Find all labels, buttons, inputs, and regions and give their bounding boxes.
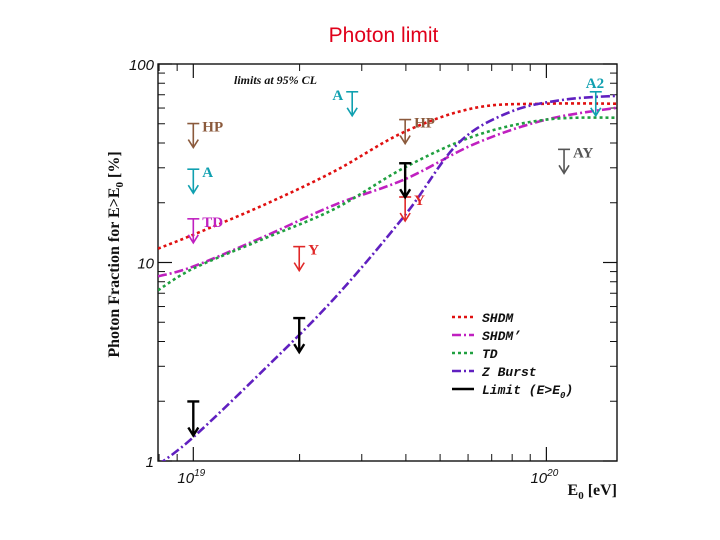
limit-arrow-head [293, 343, 306, 355]
plot-area [158, 94, 617, 461]
series-line-shdm [158, 102, 617, 250]
exp-limit-arrow-head [187, 139, 199, 150]
legend-label-shdm-prime: SHDM’ [482, 329, 521, 344]
exp-limit-arrow [187, 122, 200, 150]
exp-limit-arrow [346, 90, 359, 118]
exp-limit-arrow-head [293, 262, 305, 273]
y-axis-label: Photon Fraction for E>E0 [%] [106, 151, 126, 357]
limit-arrow-head [187, 426, 200, 438]
limit-arrow-head [399, 188, 412, 200]
legend-label-limit: Limit (E>E0) [482, 383, 573, 401]
exp-limit-arrow [187, 168, 200, 195]
limit-arrow [293, 316, 306, 355]
y-tick-label: 100 [129, 57, 155, 74]
exp-limit-arrow [293, 245, 306, 273]
exp-limit-arrow-head [590, 107, 602, 118]
series-line-z-burst [161, 94, 617, 461]
exp-limit-arrow-head [187, 184, 199, 195]
legend-label-z-burst: Z Burst [481, 365, 537, 380]
y-tick-label: 10 [137, 256, 154, 273]
exp-limit-arrow [558, 148, 571, 175]
series-line-shdm-prime [158, 106, 617, 278]
exp-limit-arrow-head [558, 164, 570, 175]
exp-limit-arrow [589, 90, 602, 118]
exp-limit-label: TD [202, 215, 223, 231]
plot-frame [157, 63, 618, 462]
series-line-td [158, 116, 617, 292]
exp-limit-arrow-head [346, 107, 358, 118]
limit-arrow [187, 400, 200, 438]
exp-limit-label: AY [573, 145, 593, 161]
exp-limit-arrow [187, 218, 200, 245]
slide-title: Photon limit [328, 24, 439, 47]
exp-limit-label: HP [202, 120, 223, 136]
exp-limit-label: Y [308, 243, 319, 259]
exp-limit-label: A2 [586, 76, 604, 92]
exp-limit-label: Y [414, 193, 425, 209]
annotation-cl: limits at 95% CL [234, 73, 317, 87]
exp-limit-arrow-head [399, 135, 411, 146]
y-tick-label: 1 [146, 454, 154, 471]
exp-limit-arrow-head [399, 212, 411, 223]
exp-limit-label: HP [414, 116, 435, 132]
legend-label-td: TD [482, 347, 498, 362]
legend-label-shdm: SHDM [482, 311, 514, 326]
exp-limit-arrow [399, 118, 412, 146]
x-axis-label: E0 [eV] [568, 482, 617, 502]
x-tick-label: 1019 [177, 468, 205, 487]
exp-limit-arrow-head [187, 234, 199, 245]
limit-arrow [399, 162, 412, 200]
exp-limit-label: A [332, 88, 343, 104]
exp-limit-label: A [202, 165, 213, 181]
x-tick-label: 1020 [530, 468, 558, 487]
